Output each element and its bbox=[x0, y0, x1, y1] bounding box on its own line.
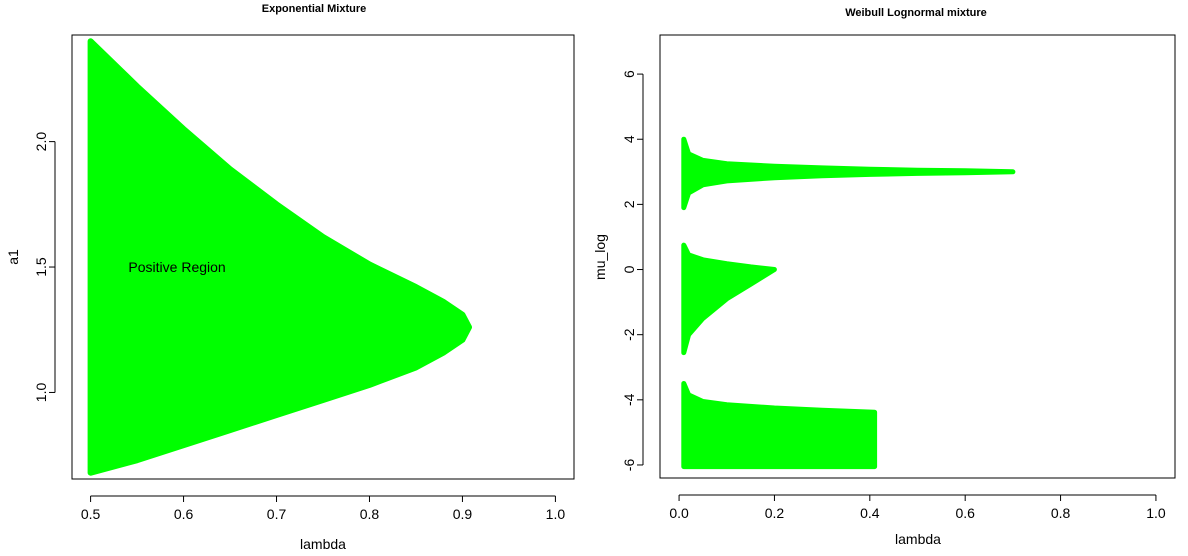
x-tick-label: 0.5 bbox=[81, 506, 101, 522]
y-tick-label: 0 bbox=[621, 265, 637, 273]
y-tick-label: 4 bbox=[621, 135, 637, 143]
data-region bbox=[681, 136, 1016, 470]
x-tick-label: 0.6 bbox=[955, 505, 975, 521]
x-tick-label: 0.6 bbox=[174, 506, 194, 522]
x-tick-label: 0.4 bbox=[860, 505, 880, 521]
y-tick-label: -2 bbox=[621, 328, 637, 341]
y-tick-label: -4 bbox=[621, 393, 637, 406]
x-tick-label: 0.9 bbox=[453, 506, 473, 522]
y-axis: 1.0 1.5 2.0 bbox=[33, 132, 56, 403]
plot-frame bbox=[659, 34, 1176, 479]
x-tick-label: 0.8 bbox=[360, 506, 380, 522]
cluster-2-points bbox=[681, 242, 777, 356]
x-axis: 0.0 0.2 0.4 0.6 0.8 1.0 bbox=[669, 494, 1166, 521]
y-tick-label: 1.0 bbox=[33, 383, 49, 403]
x-axis-label: lambda bbox=[300, 536, 346, 552]
x-tick-label: 0.0 bbox=[669, 505, 689, 521]
x-tick-label: 0.2 bbox=[765, 505, 785, 521]
panel-weibull-lognormal-mixture: Weibull Lognormal mixture 0.0 0.2 0.4 0.6 0.… bbox=[592, 7, 1176, 547]
chart-title: Weibull Lognormal mixture bbox=[845, 7, 987, 19]
y-axis-label: a1 bbox=[5, 249, 21, 265]
y-tick-label: -6 bbox=[621, 459, 637, 472]
x-axis: 0.5 0.6 0.7 0.8 0.9 1.0 bbox=[81, 495, 566, 522]
annotation-positive-region: Positive Region bbox=[128, 259, 225, 275]
plot-frame bbox=[71, 34, 575, 480]
x-tick-label: 1.0 bbox=[546, 506, 566, 522]
x-tick-label: 1.0 bbox=[1146, 505, 1166, 521]
x-tick-label: 0.7 bbox=[267, 506, 287, 522]
y-tick-label: 1.5 bbox=[33, 257, 49, 277]
y-axis-label: mu_log bbox=[592, 234, 608, 280]
cluster-1-points bbox=[681, 136, 1016, 211]
x-axis-label: lambda bbox=[895, 531, 941, 547]
y-tick-label: 6 bbox=[621, 70, 637, 78]
data-region bbox=[87, 38, 472, 476]
y-axis: -6 -4 -2 0 2 4 6 bbox=[621, 70, 644, 472]
cluster-3-points bbox=[681, 381, 878, 470]
panel-exponential-mixture: Exponential Mixture 0.5 0.6 0.7 0.8 0.9 1.0 1… bbox=[5, 3, 575, 552]
x-tick-label: 0.8 bbox=[1051, 505, 1071, 521]
y-tick-label: 2.0 bbox=[33, 132, 49, 152]
chart-title: Exponential Mixture bbox=[262, 3, 367, 15]
positive-region-points bbox=[87, 38, 472, 476]
y-tick-label: 2 bbox=[621, 200, 637, 208]
